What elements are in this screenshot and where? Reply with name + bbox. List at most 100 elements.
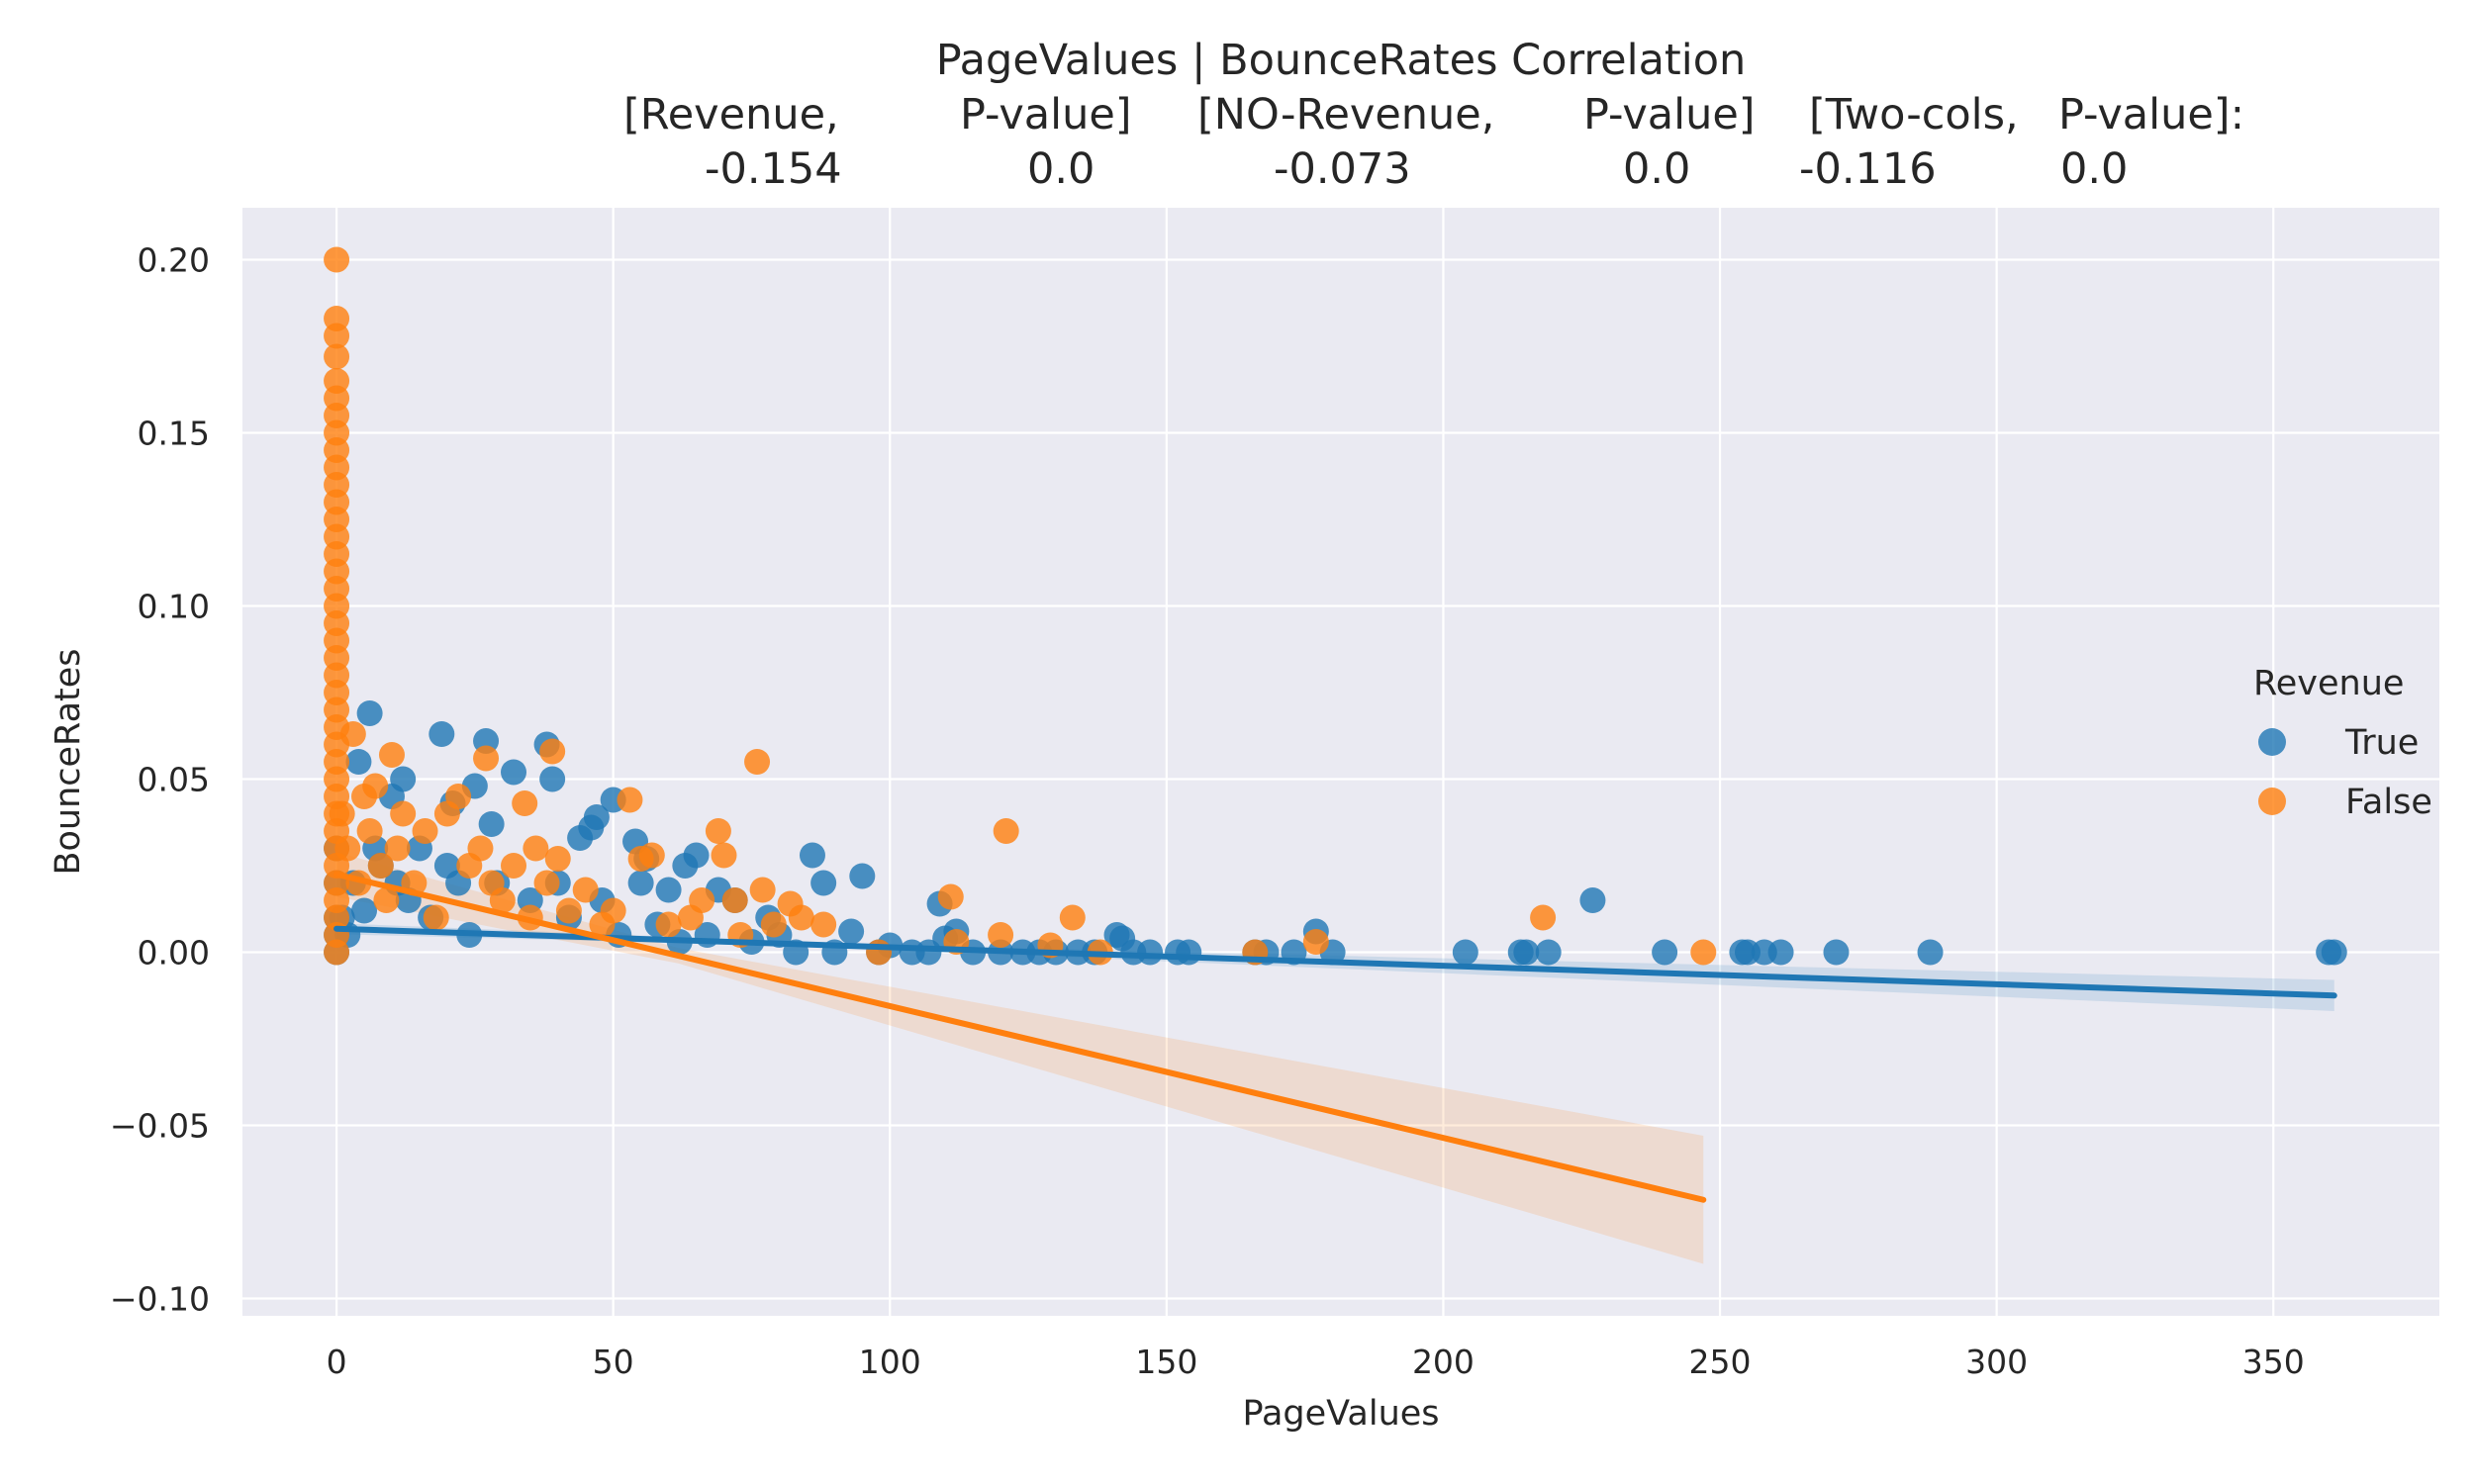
point-false	[1530, 904, 1557, 931]
y-tick-label: 0.10	[138, 588, 210, 626]
point-false	[324, 246, 350, 273]
y-axis-label: BounceRates	[48, 648, 88, 875]
title-header-twocols: [Two-cols,	[1809, 90, 2019, 139]
point-true	[428, 721, 455, 747]
chart-title: PageValues | BounceRates Correlation [Re…	[623, 36, 2244, 194]
point-true	[1137, 939, 1164, 966]
regression-lines	[333, 871, 2337, 1203]
point-false	[1059, 904, 1086, 931]
point-false	[489, 887, 516, 913]
point-true	[799, 842, 825, 869]
regression-line-false	[333, 871, 1707, 1203]
point-false	[555, 897, 582, 924]
point-false	[445, 784, 472, 809]
point-false	[329, 800, 355, 827]
scatter-points	[324, 246, 2347, 966]
point-false	[988, 922, 1014, 948]
point-true	[539, 766, 566, 792]
x-tick-label: 250	[1689, 1343, 1752, 1381]
point-false	[617, 787, 643, 813]
point-false	[324, 939, 350, 966]
point-false	[501, 853, 527, 879]
point-false	[356, 818, 383, 844]
title-value-norevenue-pvalue: 0.0	[1623, 144, 1690, 194]
y-tick-label: 0.00	[138, 934, 210, 973]
point-false	[810, 911, 837, 938]
point-true	[1823, 939, 1850, 966]
y-tick-label: −0.05	[110, 1107, 210, 1146]
point-false	[655, 911, 682, 938]
point-true	[1452, 939, 1478, 966]
point-false	[711, 842, 737, 869]
title-value-norevenue-corr: -0.073	[1274, 144, 1411, 194]
point-false	[744, 749, 771, 775]
title-header-norevenue: [NO-Revenue,	[1197, 90, 1494, 139]
point-true	[351, 897, 378, 924]
x-tick-label: 350	[2242, 1343, 2305, 1381]
point-false	[367, 853, 394, 879]
point-false	[705, 818, 731, 844]
point-false	[638, 842, 665, 869]
plot-background	[242, 208, 2439, 1316]
point-false	[324, 343, 350, 370]
y-tick-label: 0.05	[138, 761, 210, 799]
legend-title: Revenue	[2253, 664, 2404, 703]
point-true	[1513, 939, 1540, 966]
point-true	[655, 877, 682, 903]
point-true	[849, 863, 876, 889]
x-tick-label: 50	[593, 1343, 634, 1381]
point-false	[390, 800, 417, 827]
point-false	[689, 887, 715, 913]
title-value-revenue-corr: -0.154	[705, 144, 842, 194]
point-false	[384, 835, 411, 862]
point-false	[866, 939, 893, 966]
title-header-revenue: [Revenue,	[623, 90, 839, 139]
legend-marker-false	[2258, 788, 2286, 815]
title-header-revenue-pvalue: P-value]	[960, 90, 1132, 139]
x-axis-label: PageValues	[1242, 1394, 1439, 1434]
y-tick-labels: 0.20 0.15 0.10 0.05 0.00 −0.05 −0.10	[110, 241, 210, 1319]
point-false	[334, 835, 361, 862]
point-false	[378, 742, 405, 768]
point-true	[1579, 887, 1606, 913]
y-tick-label: 0.20	[138, 241, 210, 280]
point-false	[788, 904, 814, 931]
point-true	[478, 811, 505, 837]
title-value-twocols-corr: -0.116	[1799, 144, 1937, 194]
point-true	[501, 759, 527, 786]
point-false	[533, 870, 560, 896]
point-false	[373, 887, 400, 913]
x-tick-label: 200	[1412, 1343, 1475, 1381]
point-false	[473, 745, 500, 772]
point-false	[572, 877, 599, 903]
title-value-revenue-pvalue: 0.0	[1027, 144, 1095, 194]
x-tick-label: 0	[327, 1343, 347, 1381]
point-true	[356, 700, 383, 726]
y-tick-label: −0.10	[110, 1280, 210, 1319]
x-tick-label: 150	[1135, 1343, 1197, 1381]
legend: Revenue True False	[2253, 664, 2432, 822]
gridlines	[242, 208, 2439, 1316]
point-true	[1917, 939, 1944, 966]
legend-label-true: True	[2344, 723, 2419, 763]
point-true	[2321, 939, 2347, 966]
title-header-norevenue-pvalue: P-value]	[1583, 90, 1756, 139]
point-false	[339, 721, 366, 747]
y-tick-label: 0.15	[138, 415, 210, 453]
legend-label-false: False	[2345, 783, 2432, 822]
point-true	[683, 842, 710, 869]
legend-marker-true	[2258, 728, 2286, 756]
point-true	[1535, 939, 1562, 966]
point-false	[539, 738, 566, 765]
point-false	[512, 790, 538, 816]
point-true	[627, 870, 654, 896]
title-line-1: PageValues | BounceRates Correlation	[936, 36, 1747, 85]
x-tick-labels: 0 50 100 150 200 250 300 350	[327, 1343, 2305, 1381]
point-true	[390, 766, 417, 792]
point-false	[362, 773, 389, 799]
x-tick-label: 100	[859, 1343, 921, 1381]
x-tick-label: 300	[1965, 1343, 2028, 1381]
point-false	[749, 877, 776, 903]
point-false	[324, 323, 350, 349]
point-true	[838, 918, 865, 945]
